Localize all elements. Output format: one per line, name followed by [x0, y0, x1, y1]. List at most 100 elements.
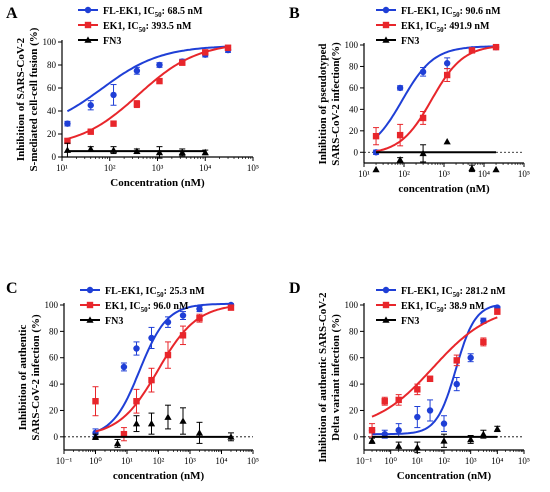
panel-letter: D — [289, 280, 301, 297]
legend-label: FL-EK1, IC50: 90.6 nM — [401, 6, 501, 19]
data-point — [164, 318, 172, 326]
y-tick-label: 60 — [349, 83, 359, 93]
data-point — [178, 148, 186, 156]
data-point — [414, 386, 421, 393]
data-point — [133, 147, 141, 155]
x-tick-label: 10³ — [438, 169, 450, 179]
series-ek1 — [368, 308, 501, 438]
data-point — [87, 128, 94, 135]
x-tick-label: 10² — [438, 456, 450, 466]
data-point — [381, 430, 388, 438]
legend-marker — [382, 36, 390, 43]
legend-label: FN3 — [105, 316, 123, 327]
data-point — [419, 149, 427, 157]
legend-entry-fl-ek1: FL-EK1, IC50: 90.6 nM — [376, 6, 501, 19]
y-tick-label: 100 — [345, 40, 359, 50]
data-point — [87, 145, 95, 152]
data-point — [467, 354, 474, 361]
x-tick-label: 10⁴ — [491, 456, 503, 466]
legend-subscript: 50 — [141, 306, 149, 314]
data-point — [155, 148, 164, 156]
legend-entry-fn3: FN3 — [78, 36, 121, 47]
x-tick-label: 10⁵ — [518, 169, 530, 179]
y-tick-label: 100 — [45, 300, 59, 310]
y-tick-label: 0 — [52, 152, 57, 162]
y-tick-label: 20 — [349, 126, 359, 136]
data-point — [413, 443, 421, 451]
x-tick-label: 10¹ — [121, 456, 133, 466]
legend-entry-fn3: FN3 — [80, 316, 123, 327]
legend-marker — [84, 6, 92, 14]
legend-subscript: 50 — [157, 291, 165, 299]
legend-marker — [382, 286, 390, 294]
data-point — [492, 165, 500, 173]
data-point — [419, 68, 427, 76]
legend-label: FN3 — [401, 36, 419, 47]
legend-label: EK1, IC50: 393.5 nM — [103, 21, 192, 34]
x-tick-label: 10⁴ — [199, 163, 211, 173]
legend-subscript: 50 — [437, 26, 445, 34]
y-axis-label-line2: SARS-CoV-2 infection (%) — [30, 314, 42, 441]
fit-curve — [95, 302, 231, 433]
y-tick-label: 40 — [47, 106, 57, 116]
data-point — [492, 43, 500, 51]
data-point — [164, 413, 172, 420]
y-tick-label: 60 — [49, 353, 59, 363]
legend-label: FN3 — [103, 36, 121, 47]
legend-ic50-value: : 68.5 nM — [162, 6, 203, 17]
data-point — [120, 363, 128, 371]
legend-marker — [84, 36, 92, 43]
x-axis-label: Concentration (nM) — [397, 470, 492, 482]
legend-label: EK1, IC50: 96.0 nM — [105, 301, 189, 314]
y-tick-label: 40 — [49, 379, 59, 389]
data-point — [468, 164, 476, 172]
data-point — [467, 435, 475, 443]
data-point — [92, 398, 99, 405]
data-point — [440, 437, 448, 444]
data-point — [493, 425, 501, 432]
fit-curve — [66, 45, 228, 113]
panel-letter: B — [289, 5, 300, 22]
data-point — [396, 131, 404, 139]
data-point — [395, 427, 402, 434]
fit-curve — [375, 45, 496, 138]
y-axis-label-line1: Inhibition of pseudotyped — [317, 43, 329, 164]
x-tick-label: 10⁻¹ — [56, 456, 73, 466]
legend-subscript: 50 — [437, 306, 445, 314]
data-point — [479, 430, 487, 437]
data-point — [179, 312, 187, 319]
data-point — [202, 49, 209, 56]
y-tick-label: 40 — [349, 104, 359, 114]
fit-curve — [375, 45, 497, 153]
legend-label: FN3 — [401, 316, 419, 327]
y-tick-label: 80 — [47, 60, 57, 70]
x-tick-label: 10⁰ — [89, 456, 102, 466]
data-point — [426, 375, 434, 383]
data-point — [63, 146, 72, 153]
data-point — [133, 398, 140, 405]
x-tick-label: 10⁻¹ — [356, 456, 373, 466]
data-point — [480, 338, 487, 346]
x-tick-label: 10² — [398, 169, 410, 179]
legend-marker — [86, 316, 94, 323]
data-point — [426, 407, 434, 414]
data-point — [133, 67, 141, 74]
data-point — [396, 156, 404, 163]
data-point — [368, 427, 376, 434]
y-tick-label: 80 — [49, 326, 59, 336]
x-tick-label: 10¹ — [358, 169, 370, 179]
legend-ic50-value: : 96.0 nM — [148, 301, 189, 312]
data-point — [368, 437, 376, 444]
legend-marker — [382, 6, 390, 14]
series-fn3 — [368, 425, 501, 454]
legend-label: EK1, IC50: 38.9 nM — [401, 301, 485, 314]
legend-entry-ek1: EK1, IC50: 96.0 nM — [80, 301, 189, 314]
data-point — [414, 413, 421, 421]
legend-subscript: 50 — [453, 11, 461, 19]
y-axis-label-line1: Inhibition of authentic — [17, 325, 29, 431]
legend-label: FL-EK1, IC50: 68.5 nM — [103, 6, 203, 19]
series-fn3 — [63, 142, 209, 159]
data-point — [227, 433, 235, 440]
legend-ic50-value: : 491.9 nM — [444, 21, 490, 32]
